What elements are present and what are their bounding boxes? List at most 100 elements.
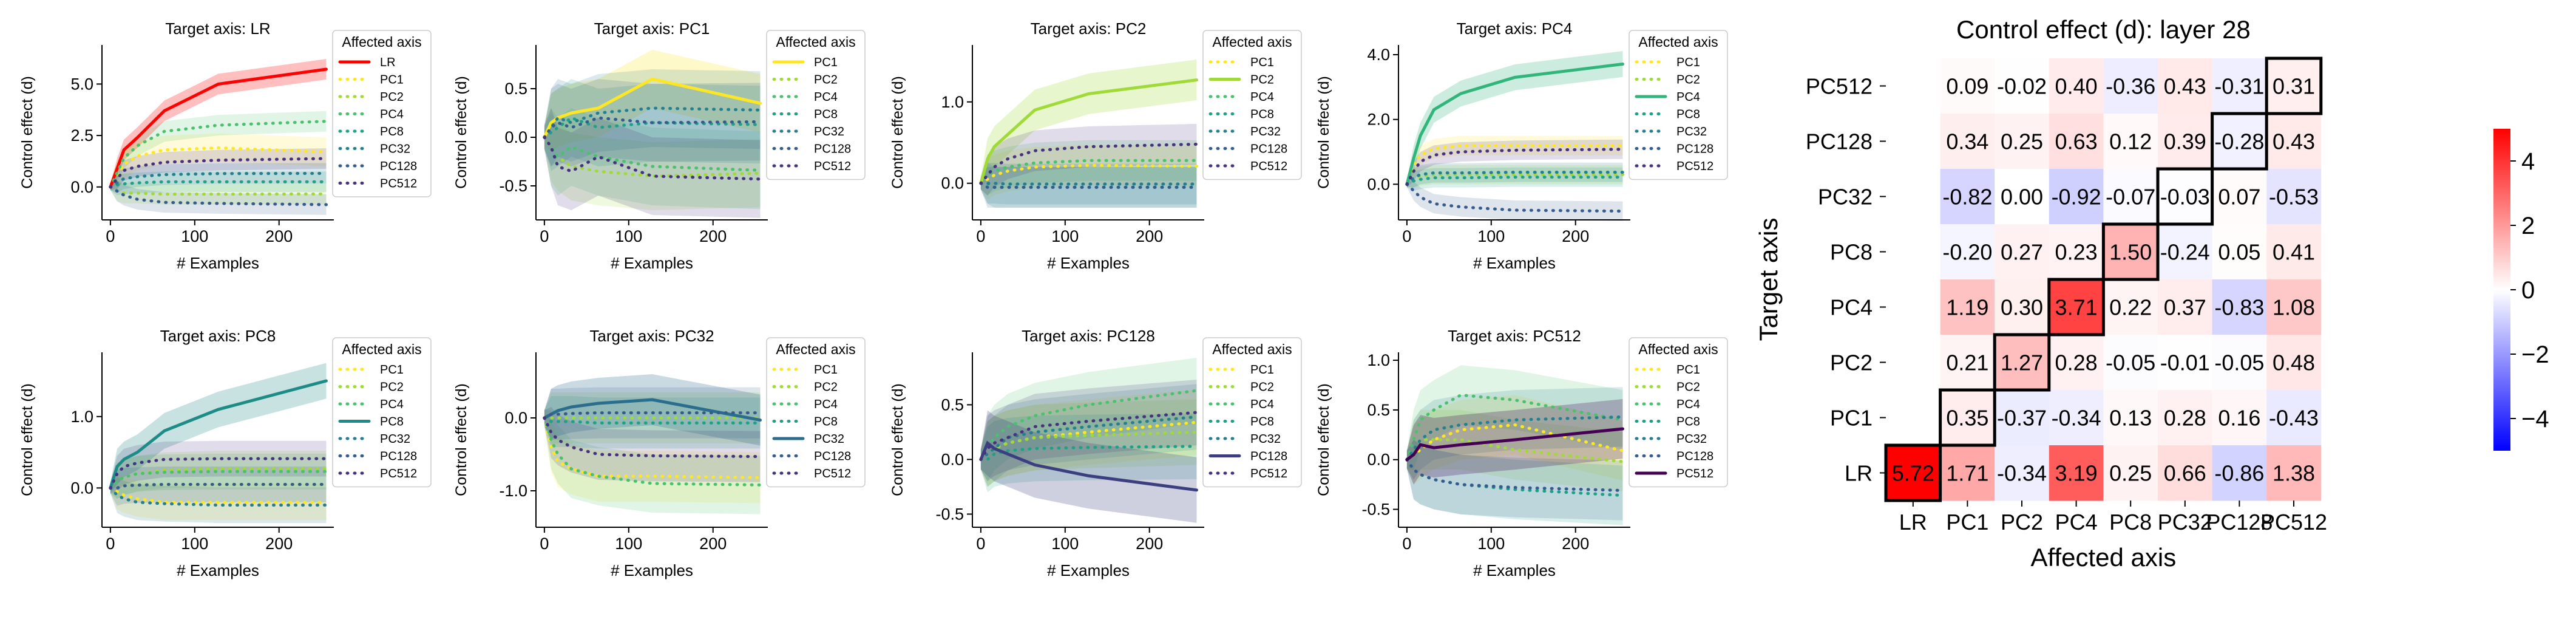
heatmap-cell-label: 1.71 [1946,461,1988,486]
heatmap-x-tick-label: LR [1899,510,1927,535]
heatmap-cell-label: 0.31 [2273,74,2315,99]
subplot-pc8: Target axis: PC8 0 100 200 0.0 1.0 # Examples C… [19,327,432,579]
legend-box [766,337,866,488]
legend-box [1629,30,1728,180]
heatmap-cell-label: -0.83 [2214,295,2264,320]
heatmap-cell-label: 0.30 [2001,295,2043,320]
heatmap-cell-label: 1.08 [2273,295,2315,320]
heatmap-x-tick-label: PC1 [1946,510,1988,535]
legend-label-pc128: PC128 [380,450,417,463]
band-pc32 [544,374,761,446]
legend-label-pc2: PC2 [814,73,838,87]
subplot-title: Target axis: PC4 [1457,19,1573,38]
heatmap-cell [2212,445,2267,501]
band-pc512 [544,108,761,218]
x-tick-label: 200 [1562,535,1589,553]
legend-label-pc512: PC512 [380,467,417,480]
legend-title: Affected axis [342,341,421,357]
heatmap-cell [2266,335,2322,391]
legend-label-pc32: PC32 [380,432,410,446]
band-pc4 [1406,51,1623,188]
line-pc32 [109,171,328,189]
line-pc128 [543,411,762,420]
y-tick-label: -0.5 [935,505,964,523]
band-pc2 [1406,409,1623,492]
x-tick-label: 100 [615,535,642,553]
band-pc1 [110,133,327,191]
heatmap-cell [2049,445,2104,501]
legend-label-pc1: PC1 [1676,56,1700,69]
x-tick-label: 200 [1136,227,1163,245]
subplot-pc128: Target axis: PC128 0 100 200 -0.5 0.0 0.5 # Exa… [889,327,1302,579]
legend-label-pc4: PC4 [814,398,838,411]
legend-label-pc2: PC2 [1676,73,1700,87]
legend-box [1202,30,1302,180]
band-pc1 [1406,135,1623,188]
legend-label-pc32: PC32 [814,432,844,446]
heatmap-cell-label: 0.05 [2218,240,2260,265]
line-pc128 [979,182,1198,189]
y-tick-label: 0.0 [504,409,527,427]
heatmap-cell [2103,335,2158,391]
subplot-title: Target axis: PC2 [1031,19,1147,38]
heatmap-cell [2158,445,2213,501]
x-tick-label: 200 [265,535,293,553]
heatmap-cell-label: 0.16 [2218,406,2260,431]
y-tick-label: 4.0 [1367,46,1390,64]
x-tick-label: 200 [699,535,727,553]
heatmap-cell-label: 0.63 [2055,129,2098,154]
legend: Affected axis LR PC1 PC2 PC4 PC8 PC32 PC128 PC51… [332,30,432,197]
heatmap-cell [2103,169,2158,225]
band-pc2 [110,180,327,205]
line-pc8 [109,379,328,490]
y-tick-label: 0.0 [941,450,964,468]
heatmap-cell [1940,390,1995,446]
line-lr [109,67,328,189]
x-tick-label: 200 [265,227,293,245]
line-pc4 [543,416,762,487]
legend-box [766,30,866,180]
heatmap-x-tick-label: PC8 [2109,510,2152,535]
band-pc4 [544,409,761,514]
heatmap-cell [1995,114,2050,169]
y-tick-label: 0.5 [941,395,964,414]
heatmap-cell-label: -0.03 [2160,185,2210,210]
heatmap-cell-label: -0.02 [1997,74,2047,99]
heatmap-cell [2266,445,2322,501]
y-axis-label: Control effect (d) [1315,383,1332,496]
legend-label-pc1: PC1 [380,73,404,87]
legend-label-pc4: PC4 [1250,398,1274,411]
legend-label-pc32: PC32 [1676,125,1707,138]
heatmap-cell-label: -0.24 [2160,240,2210,265]
y-tick-label: 0.0 [1367,175,1390,193]
y-axis-label: Control effect (d) [19,383,36,496]
legend-title: Affected axis [776,34,855,50]
band-pc1 [110,473,327,521]
y-tick-label: 1.0 [941,93,964,111]
heatmap-cell-label: 0.43 [2273,129,2315,154]
line-pc512 [979,411,1198,461]
legend-box [1202,337,1302,488]
heatmap-cell [1940,335,1995,391]
line-pc4 [1405,62,1624,186]
heatmap-cell [2266,390,2322,446]
legend-label-pc128: PC128 [1676,450,1713,463]
x-tick-label: 100 [1477,227,1505,245]
legend-label-pc8: PC8 [1676,108,1700,121]
heatmap-cell-label: 1.19 [1946,295,1988,320]
band-pc4 [980,358,1197,482]
band-pc8 [544,79,761,171]
legend-label-pc2: PC2 [380,381,404,394]
heatmap-cell-label: -0.01 [2160,350,2210,375]
heatmap-x-tick-label: PC4 [2055,510,2098,535]
legend-label-pc8: PC8 [380,415,404,429]
heatmap-cell-label: 0.21 [1946,350,1988,375]
line-pc2 [979,78,1198,185]
band-pc512 [980,380,1197,482]
x-tick-label: 100 [1477,535,1505,553]
legend-title: Affected axis [1212,341,1292,357]
band-pc32 [110,163,327,193]
line-pc512 [543,416,762,459]
band-pc512 [980,123,1197,196]
legend-label-pc128: PC128 [1676,143,1713,156]
